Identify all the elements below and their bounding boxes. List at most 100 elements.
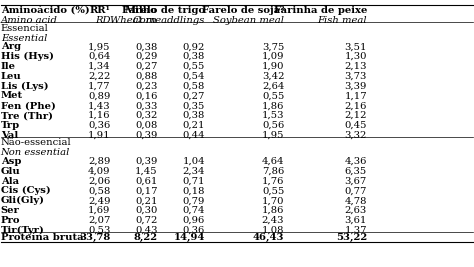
Text: Essencial: Essencial: [0, 24, 48, 33]
Text: Proteína bruta: Proteína bruta: [0, 233, 83, 242]
Text: 0,27: 0,27: [135, 62, 157, 71]
Text: Wheat meaddlings: Wheat meaddlings: [110, 16, 205, 25]
Text: 0,27: 0,27: [182, 91, 205, 100]
Text: Ile: Ile: [0, 62, 16, 71]
Text: 0,23: 0,23: [135, 82, 157, 91]
Text: 1,53: 1,53: [262, 111, 284, 120]
Text: 0,30: 0,30: [135, 206, 157, 215]
Text: Val: Val: [0, 131, 18, 140]
Text: 2,06: 2,06: [88, 176, 110, 186]
Text: Farelo de trigo: Farelo de trigo: [122, 6, 205, 15]
Text: 0,16: 0,16: [135, 91, 157, 100]
Text: 2,64: 2,64: [262, 82, 284, 91]
Text: 0,29: 0,29: [135, 52, 157, 61]
Text: RR¹: RR¹: [90, 6, 110, 15]
Text: 4,36: 4,36: [345, 157, 367, 166]
Text: 2,34: 2,34: [182, 167, 205, 176]
Text: 0,21: 0,21: [182, 121, 205, 130]
Text: 46,43: 46,43: [253, 233, 284, 242]
Text: 1,70: 1,70: [262, 196, 284, 205]
Text: 1,45: 1,45: [135, 167, 157, 176]
Text: 0,72: 0,72: [135, 216, 157, 225]
Text: Asp: Asp: [0, 157, 21, 166]
Text: Essential: Essential: [0, 34, 47, 43]
Text: 0,45: 0,45: [345, 121, 367, 130]
Text: 0,58: 0,58: [88, 186, 110, 195]
Text: His (Hys): His (Hys): [0, 52, 54, 61]
Text: 1,34: 1,34: [88, 62, 110, 71]
Text: 0,33: 0,33: [135, 101, 157, 110]
Text: Non essential: Non essential: [0, 148, 70, 157]
Text: Farelo de soja²: Farelo de soja²: [201, 6, 284, 15]
Text: Tre (Thr): Tre (Thr): [0, 111, 53, 120]
Text: 4,09: 4,09: [88, 167, 110, 176]
Text: 3,39: 3,39: [345, 82, 367, 91]
Text: 2,07: 2,07: [88, 216, 110, 225]
Text: 0,35: 0,35: [182, 101, 205, 110]
Text: 2,12: 2,12: [345, 111, 367, 120]
Text: 0,55: 0,55: [262, 186, 284, 195]
Text: 0,74: 0,74: [182, 206, 205, 215]
Text: 0,38: 0,38: [182, 111, 205, 120]
Text: 2,16: 2,16: [345, 101, 367, 110]
Text: 0,32: 0,32: [135, 111, 157, 120]
Text: 1,43: 1,43: [88, 101, 110, 110]
Text: 1,76: 1,76: [262, 176, 284, 186]
Text: 3,51: 3,51: [345, 42, 367, 51]
Text: 0,55: 0,55: [182, 62, 205, 71]
Text: 1,37: 1,37: [345, 226, 367, 235]
Text: 1,16: 1,16: [88, 111, 110, 120]
Text: 0,79: 0,79: [182, 196, 205, 205]
Text: 0,36: 0,36: [88, 121, 110, 130]
Text: 1,86: 1,86: [262, 206, 284, 215]
Text: 2,22: 2,22: [88, 72, 110, 81]
Text: RD: RD: [95, 16, 110, 25]
Text: Ala: Ala: [0, 176, 19, 186]
Text: 53,22: 53,22: [336, 233, 367, 242]
Text: 0,56: 0,56: [262, 121, 284, 130]
Text: 3,61: 3,61: [345, 216, 367, 225]
Text: Fish meal: Fish meal: [318, 16, 367, 25]
Text: 0,61: 0,61: [135, 176, 157, 186]
Text: Corn: Corn: [133, 16, 157, 25]
Text: 0,38: 0,38: [135, 42, 157, 51]
Text: 0,17: 0,17: [135, 186, 157, 195]
Text: 3,75: 3,75: [262, 42, 284, 51]
Text: 2,13: 2,13: [345, 62, 367, 71]
Text: 3,67: 3,67: [345, 176, 367, 186]
Text: 1,04: 1,04: [182, 157, 205, 166]
Text: 3,73: 3,73: [345, 72, 367, 81]
Text: Farinha de peixe: Farinha de peixe: [273, 6, 367, 15]
Text: 1,09: 1,09: [262, 52, 284, 61]
Text: Soybean meal: Soybean meal: [213, 16, 284, 25]
Text: 8,22: 8,22: [134, 233, 157, 242]
Text: Amino acid: Amino acid: [0, 16, 57, 25]
Text: 0,39: 0,39: [135, 131, 157, 140]
Text: Trp: Trp: [0, 121, 20, 130]
Text: 2,49: 2,49: [88, 196, 110, 205]
Text: 0,64: 0,64: [88, 52, 110, 61]
Text: 0,88: 0,88: [135, 72, 157, 81]
Text: 0,71: 0,71: [182, 176, 205, 186]
Text: 1,30: 1,30: [345, 52, 367, 61]
Text: 0,92: 0,92: [182, 42, 205, 51]
Text: Ser: Ser: [0, 206, 19, 215]
Text: 0,21: 0,21: [135, 196, 157, 205]
Text: 7,86: 7,86: [262, 167, 284, 176]
Text: 2,89: 2,89: [88, 157, 110, 166]
Text: 4,78: 4,78: [345, 196, 367, 205]
Text: 0,77: 0,77: [345, 186, 367, 195]
Text: Fen (Phe): Fen (Phe): [0, 101, 55, 110]
Text: 0,58: 0,58: [182, 82, 205, 91]
Text: 0,44: 0,44: [182, 131, 205, 140]
Text: 0,18: 0,18: [182, 186, 205, 195]
Text: 0,38: 0,38: [182, 52, 205, 61]
Text: 33,78: 33,78: [79, 233, 110, 242]
Text: 0,53: 0,53: [88, 226, 110, 235]
Text: 0,96: 0,96: [182, 216, 205, 225]
Text: Não-essencial: Não-essencial: [0, 138, 71, 147]
Text: 1,95: 1,95: [262, 131, 284, 140]
Text: 4,64: 4,64: [262, 157, 284, 166]
Text: Leu: Leu: [0, 72, 21, 81]
Text: 6,35: 6,35: [345, 167, 367, 176]
